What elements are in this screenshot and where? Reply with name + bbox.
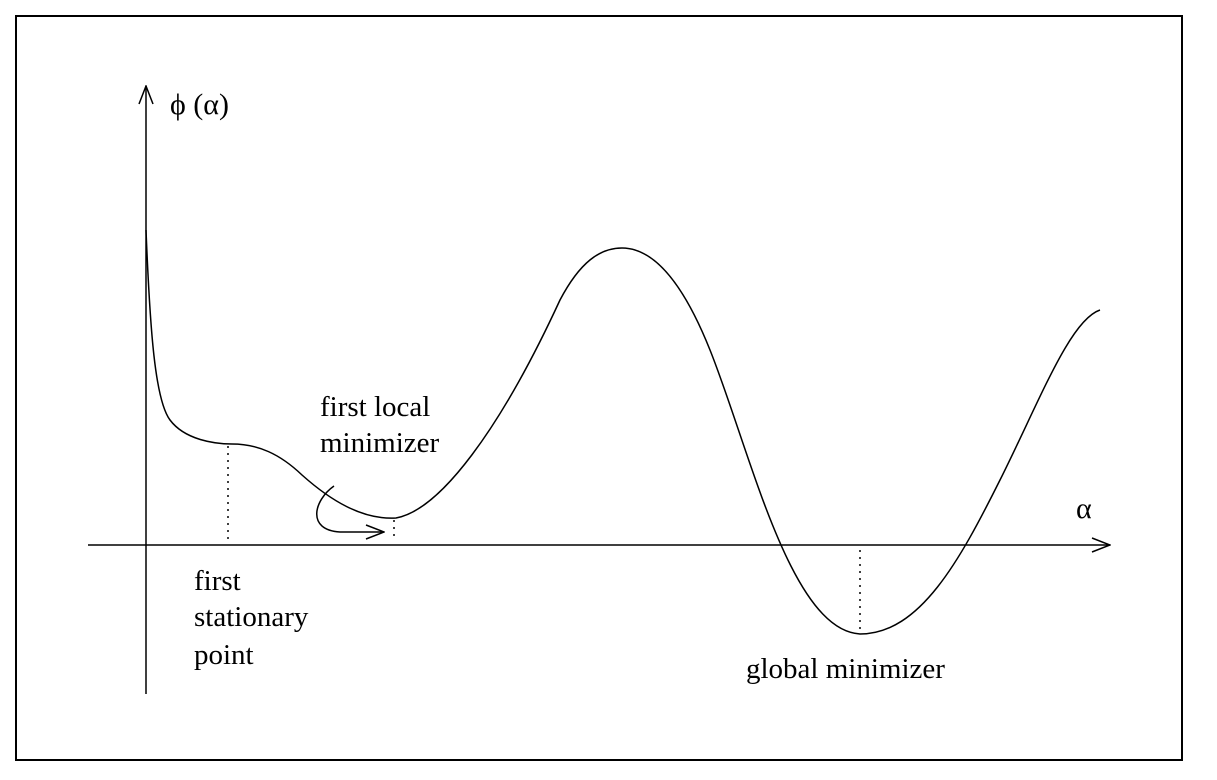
phi-curve [145,229,1101,635]
figure-frame [15,15,1183,761]
global-minimizer-label: global minimizer [746,653,945,685]
stationary-point-label-line1: first [194,565,241,597]
stationary-point-label-line3: point [194,639,254,671]
local-minimizer-label-line1: first local [320,391,430,423]
stationary-point-label-line2: stationary [194,601,309,633]
y-axis-label: ϕ (α) [170,88,229,121]
x-axis-label: α [1076,492,1092,525]
local-minimizer-label-line2: minimizer [320,427,440,459]
local-minimizer-pointer [316,485,384,532]
